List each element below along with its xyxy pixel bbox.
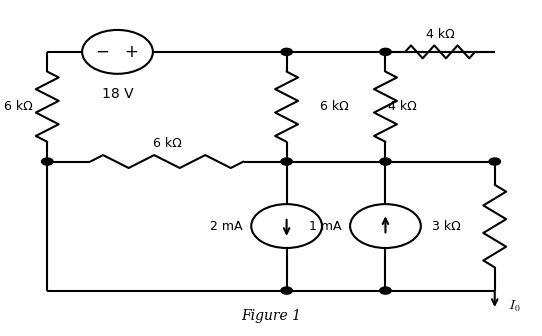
Text: 6 kΩ: 6 kΩ xyxy=(4,100,33,113)
Text: 18 V: 18 V xyxy=(102,87,133,101)
Circle shape xyxy=(380,287,391,294)
Circle shape xyxy=(380,48,391,55)
Text: 6 kΩ: 6 kΩ xyxy=(320,100,349,113)
Text: 3 kΩ: 3 kΩ xyxy=(432,219,461,233)
Text: 4 kΩ: 4 kΩ xyxy=(388,100,417,113)
Circle shape xyxy=(281,287,292,294)
Circle shape xyxy=(281,158,292,165)
Circle shape xyxy=(489,158,500,165)
Circle shape xyxy=(281,48,292,55)
Text: Figure 1: Figure 1 xyxy=(241,309,301,323)
Circle shape xyxy=(42,158,53,165)
Text: 2 mA: 2 mA xyxy=(210,219,242,233)
Text: 6 kΩ: 6 kΩ xyxy=(152,137,182,150)
Text: $I_0$: $I_0$ xyxy=(508,299,520,314)
Text: 4 kΩ: 4 kΩ xyxy=(425,28,455,41)
Text: +: + xyxy=(124,43,138,61)
Circle shape xyxy=(380,158,391,165)
Text: 1 mA: 1 mA xyxy=(309,219,341,233)
Text: −: − xyxy=(96,43,109,61)
